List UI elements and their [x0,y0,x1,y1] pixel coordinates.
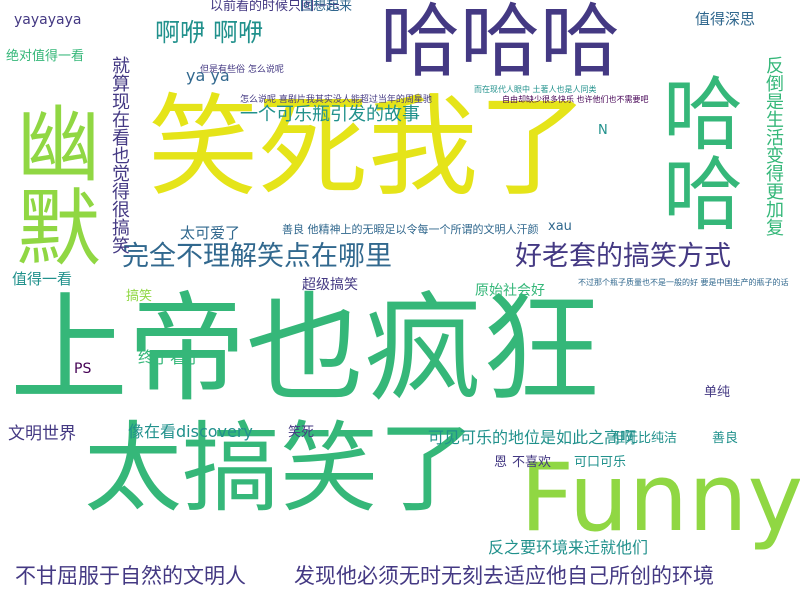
word-xiaosi-wole: 笑死我了 [148,83,588,211]
word-kele-diwei: 可见可乐的地位是如此之高啊 [428,428,637,447]
word-discovery: 像在看discovery [128,422,253,441]
word-ps: PS [74,361,92,377]
word-jiusuan-xianzai: 就算现在看也觉得很搞笑 [109,56,130,254]
word-tai-keai: 太可爱了 [180,224,241,242]
word-tai-gaoxiao-le: 太搞笑了 [84,412,477,526]
word-kekou-kele: 可口可乐 [574,455,627,470]
word-fandao-shenghuo: 反倒是生活变得更加复 [763,56,784,236]
word-buganqufu: 不甘屈服于自然的文明人 [15,564,246,588]
word-zhide-yikan: 值得一看 [12,270,73,288]
word-yousu: 但是有些俗 怎么说呢 [200,65,284,75]
word-zhide-shensi: 值得深思 [695,10,756,28]
word-fanzhi-huanjing: 反之要环境来迁就他们 [488,538,649,557]
word-chaoji-gaoxiao: 超级搞笑 [302,277,358,293]
word-pingzi-zhiliang: 不过那个瓶子质量也不是一般的好 要是中国生产的瓶子的话 [578,278,789,287]
word-shanliang-jingshen: 善良 他精神上的无暇足以令每一个所谓的文明人汗颜 [282,223,539,236]
word-wenming-shijie: 文明世界 [8,424,76,444]
word-zhouxingchi: 怎么说呢 喜剧片我其实没人能超过当年的周星驰 [240,95,432,105]
word-tuzhuren: 而在现代人眼中 土著人也是人同类 [474,85,597,94]
word-yiqian-kan: 以前看的时候只图一乐 [210,0,341,14]
word-youmo: 幽默 [3,100,101,268]
word-gaoxiao: 搞笑 [126,289,153,304]
word-juedui-zhide: 绝对值得一看 [6,49,85,64]
word-ya-ya: ya ya [186,66,230,85]
word-shanliang: 善良 [712,431,739,446]
word-hao-laotao: 好老套的搞笑方式 [515,241,731,272]
word-funny: Funny [520,444,800,553]
word-huixiang-qilai: 回想起来 [300,0,353,14]
word-kele-gushi: 一个可乐瓶引发的故事 [240,104,420,125]
word-wanquan-bulijie: 完全不理解笑点在哪里 [122,241,392,272]
word-bu-xihuan: 不喜欢 [512,455,552,470]
word-faxian-ta: 发现他必须无时无刻去适应他自己所创的环境 [294,564,714,588]
word-haha: 哈哈 [650,72,743,232]
word-danchun: 单纯 [704,385,731,400]
word-hahaha: 哈哈哈 [380,0,620,88]
word-xiaosi: 笑死 [288,425,315,440]
word-ayi-ayi: 啊咿 啊咿 [155,18,263,47]
word-shangdi-yefengkuang: 上帝也疯狂 [10,280,601,418]
word-ziyou-queshao: 自由却缺少很多快乐 也许他们也不需要吧 [502,95,649,104]
word-xau: xau [548,219,572,234]
word-en: 恩 [494,455,508,470]
word-yuanshi-shehui: 原始社会好 [475,283,545,299]
word-yayayaya: yayayaya [14,12,82,28]
word-n: N [598,123,608,138]
word-zhongyu-kanle: 终于看了 [138,348,203,367]
word-wubi-chunjie: 但无比纯洁 [612,431,678,446]
